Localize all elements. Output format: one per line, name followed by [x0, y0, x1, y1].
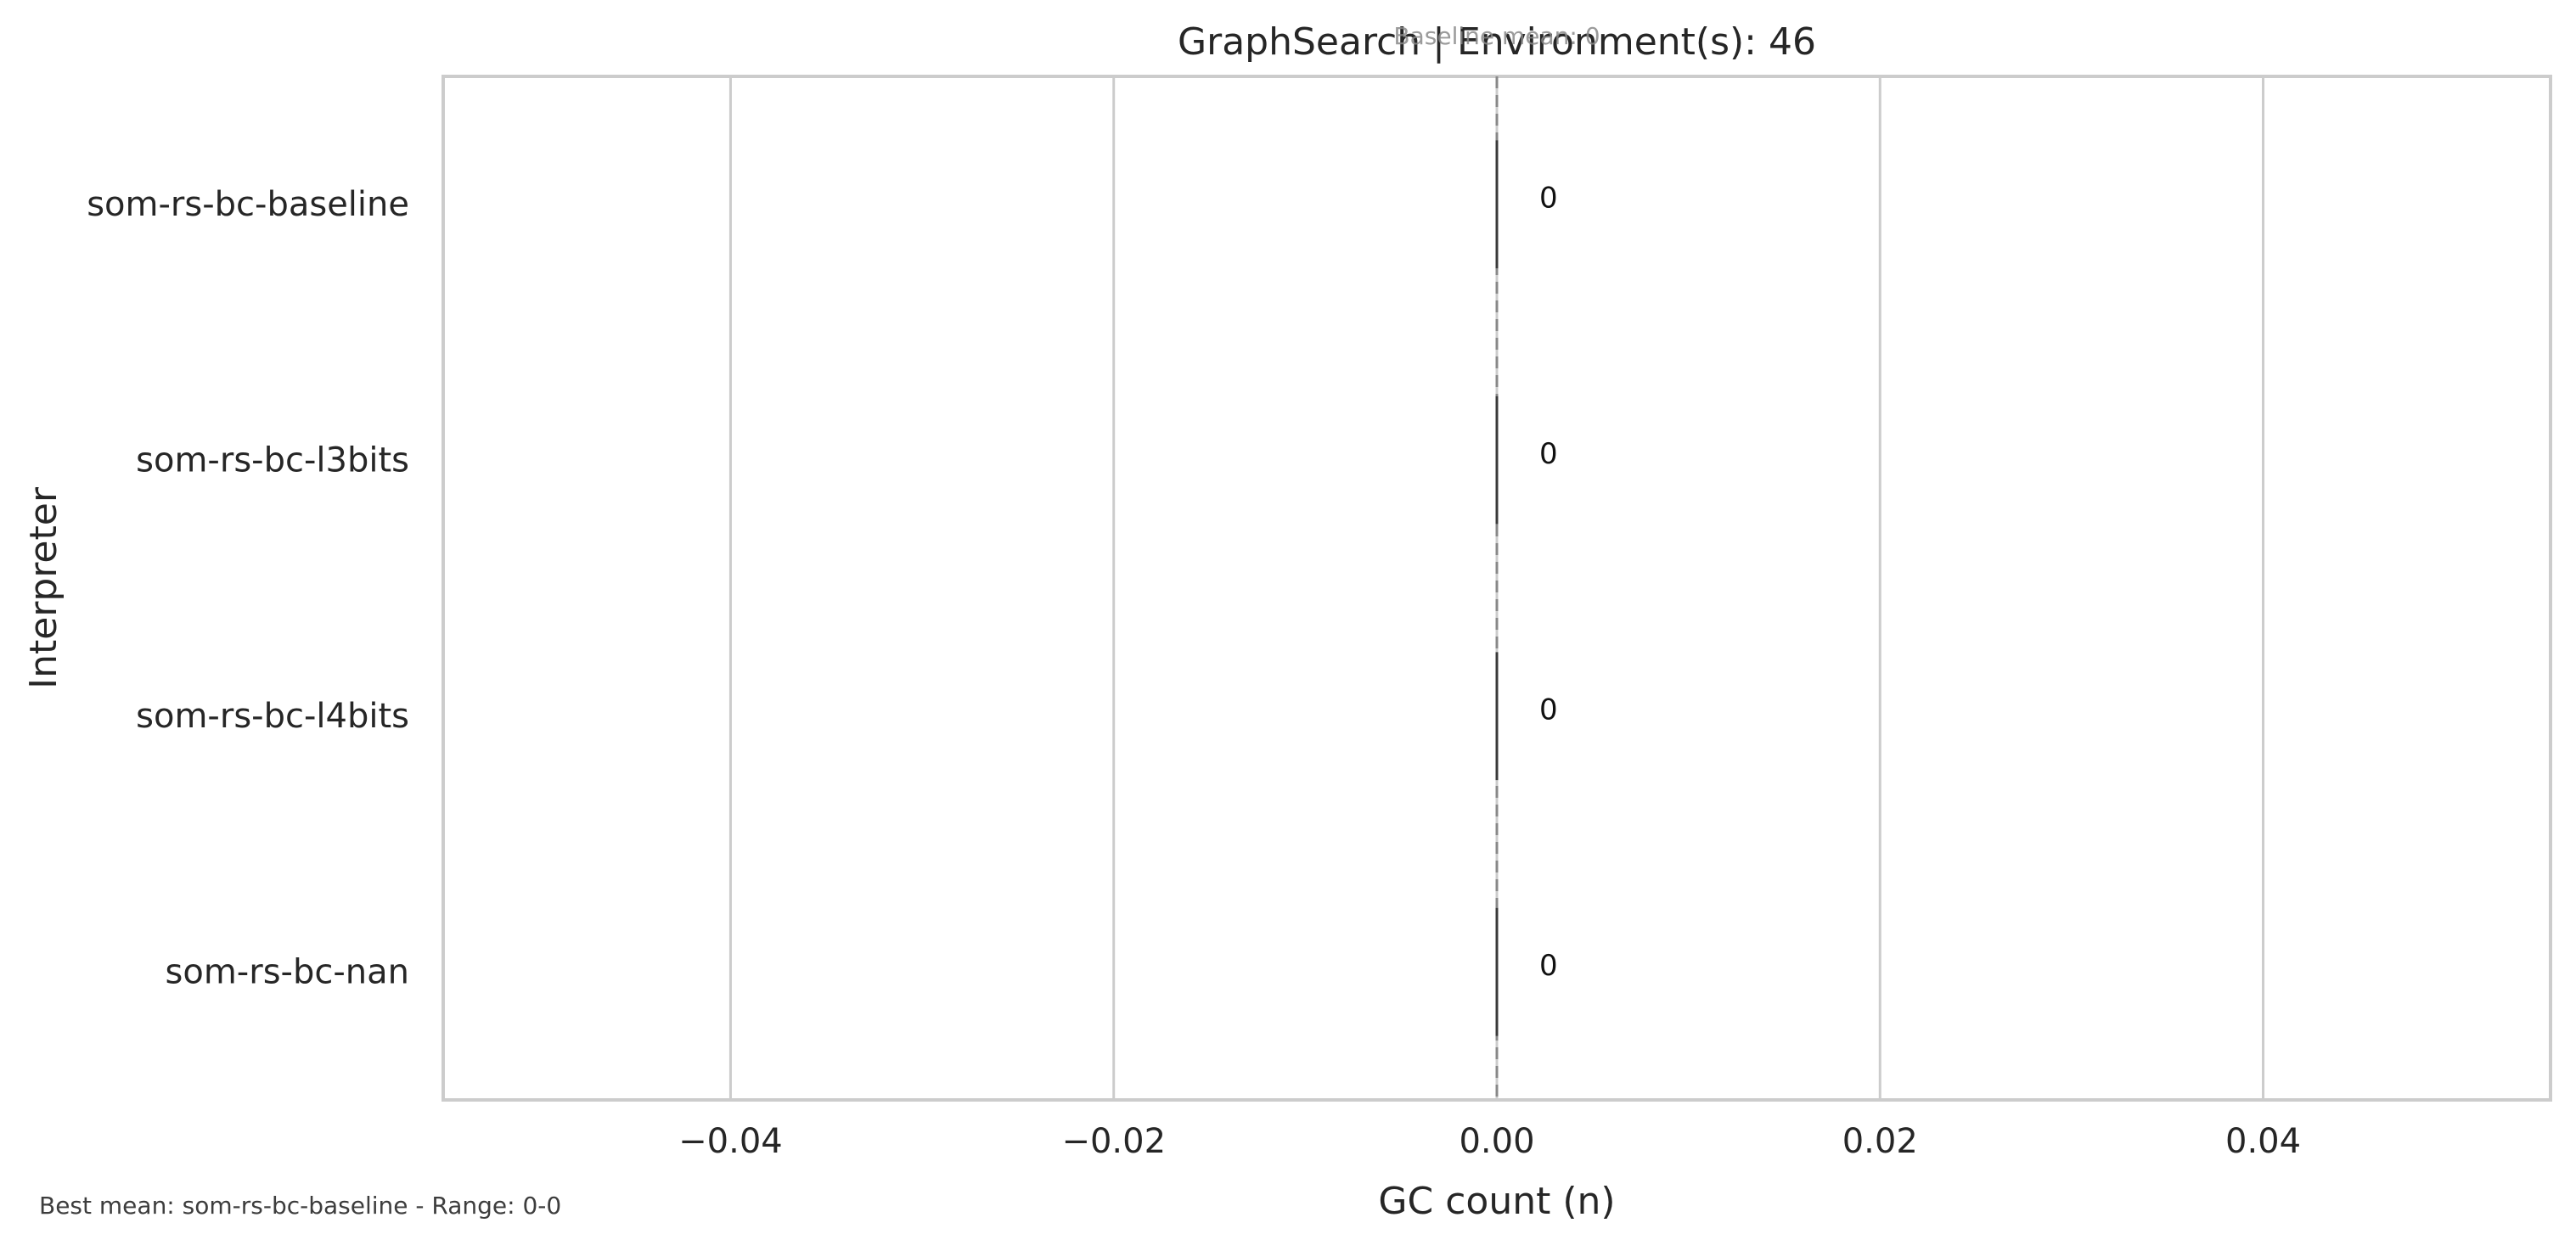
bar	[1495, 907, 1499, 1036]
y-axis-label: Interpreter	[22, 486, 65, 689]
x-tick-label: 0.02	[1842, 1122, 1918, 1161]
bar-value-label: 0	[1539, 693, 1558, 726]
y-tick-label: som-rs-bc-l4bits	[136, 697, 409, 736]
footer-note: Best mean: som-rs-bc-baseline - Range: 0…	[39, 1192, 562, 1220]
x-tick-label: 0.04	[2225, 1122, 2301, 1161]
x-tick-label: −0.04	[678, 1122, 783, 1161]
y-tick-label: som-rs-bc-nan	[166, 952, 409, 991]
x-tick-label: −0.02	[1061, 1122, 1166, 1161]
bar-value-label: 0	[1539, 181, 1558, 215]
y-tick-label: som-rs-bc-baseline	[87, 185, 409, 224]
x-tick-label: 0.00	[1459, 1122, 1534, 1161]
bar	[1495, 140, 1499, 269]
bar	[1495, 652, 1499, 781]
baseline-mean-annotation: Baseline mean: 0	[1393, 22, 1600, 50]
y-tick-label: som-rs-bc-l3bits	[136, 440, 409, 480]
bar	[1495, 395, 1499, 525]
x-axis-label: GC count (n)	[1378, 1180, 1615, 1223]
chart-title: GraphSearch | Environment(s): 46	[1178, 20, 1816, 64]
bar-value-label: 0	[1539, 949, 1558, 983]
bar-value-label: 0	[1539, 437, 1558, 471]
